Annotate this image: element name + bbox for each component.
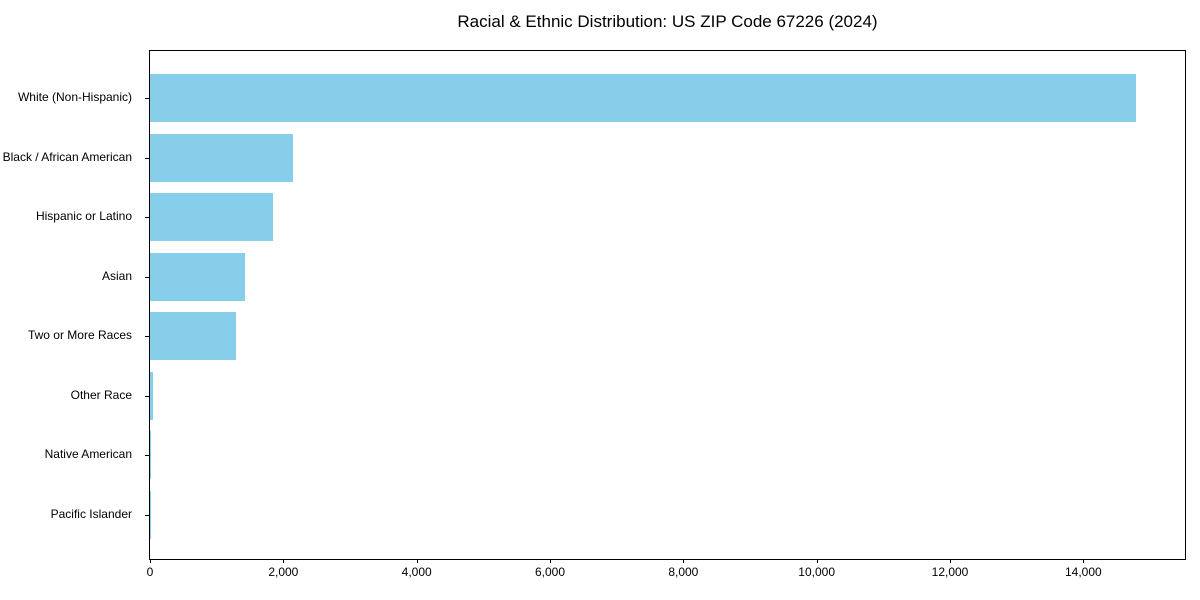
y-axis-labels: White (Non-Hispanic) Black / African Amer… bbox=[0, 50, 141, 560]
bar-white-non-hispanic bbox=[150, 74, 1136, 122]
x-tick-mark bbox=[283, 559, 285, 563]
bar-asian bbox=[150, 252, 246, 301]
bar-other-race bbox=[150, 371, 153, 420]
bars-layer bbox=[150, 51, 1185, 559]
y-tick-mark bbox=[145, 98, 149, 99]
chart-title: Racial & Ethnic Distribution: US ZIP Cod… bbox=[457, 12, 878, 31]
y-tick-mark bbox=[145, 276, 149, 278]
bar-two-or-more-races bbox=[150, 312, 236, 360]
bar-row bbox=[150, 431, 1185, 479]
bar-hispanic-or-latino bbox=[150, 193, 274, 241]
x-tick-label: 12,000 bbox=[931, 565, 969, 579]
bar-row bbox=[150, 252, 1185, 301]
y-tick-mark bbox=[145, 336, 149, 337]
y-axis-label: Native American bbox=[44, 447, 132, 461]
bar-row bbox=[150, 133, 1185, 182]
x-tick-label: 14,000 bbox=[1064, 565, 1102, 579]
bar-row bbox=[150, 74, 1185, 122]
x-tick-mark bbox=[816, 559, 818, 563]
x-tick-label: 10,000 bbox=[798, 565, 836, 579]
y-tick-mark bbox=[145, 157, 149, 159]
bar-native-american bbox=[150, 431, 151, 479]
y-axis-label: Hispanic or Latino bbox=[35, 209, 132, 223]
bar-pacific-islander bbox=[150, 490, 151, 539]
y-axis-label: Black / African American bbox=[2, 149, 132, 164]
x-tick-label: 2,000 bbox=[268, 565, 299, 579]
y-tick-mark bbox=[145, 455, 149, 456]
y-axis-label: Asian bbox=[101, 268, 132, 283]
bar-row bbox=[150, 490, 1185, 539]
y-axis-label: White (Non-Hispanic) bbox=[17, 90, 132, 104]
x-tick-mark bbox=[416, 559, 418, 563]
plot-area: 0 2,000 4,000 6,000 8,000 10,000 12,000 14,000 bbox=[145, 50, 1186, 579]
y-axis-label: Pacific Islander bbox=[50, 506, 132, 521]
bar-black-african-american bbox=[150, 133, 293, 182]
x-tick-label: 0 bbox=[146, 565, 154, 579]
y-tick-mark bbox=[145, 395, 149, 397]
y-tick-mark bbox=[145, 514, 149, 516]
x-tick-mark bbox=[150, 559, 151, 563]
y-axis-label: Other Race bbox=[70, 387, 132, 402]
bar-row bbox=[150, 371, 1185, 420]
bar-row bbox=[150, 312, 1185, 360]
x-tick-mark bbox=[950, 559, 951, 563]
x-tick-mark bbox=[1083, 559, 1085, 563]
y-tick-mark bbox=[145, 217, 149, 218]
bar-row bbox=[150, 193, 1185, 241]
x-tick-mark bbox=[550, 559, 551, 563]
x-tick-label: 8,000 bbox=[668, 565, 699, 579]
y-axis-label: Two or More Races bbox=[27, 328, 132, 342]
x-tick-label: 4,000 bbox=[401, 565, 432, 579]
x-tick-mark bbox=[683, 559, 685, 563]
x-tick-label: 6,000 bbox=[534, 565, 566, 579]
